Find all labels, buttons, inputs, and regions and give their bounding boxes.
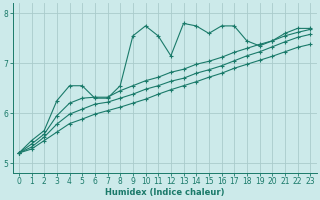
X-axis label: Humidex (Indice chaleur): Humidex (Indice chaleur)	[105, 188, 224, 197]
